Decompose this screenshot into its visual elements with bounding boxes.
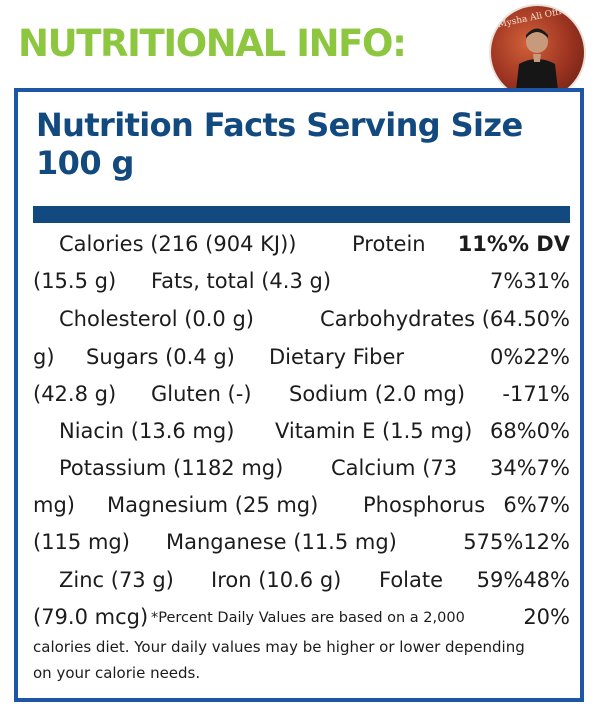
nutrition-row: g) Sugars (0.4 g) Dietary Fiber 0%22% (33, 340, 570, 374)
row-text: Potassium (1182 mg) (59, 456, 284, 480)
row-text: (42.8 g) (33, 382, 117, 406)
footnote-line: on your calorie needs. (33, 664, 201, 682)
row-text: (115 mg) (33, 530, 130, 554)
nutrition-row: (79.0 mcg) *Percent Daily Values are bas… (33, 600, 570, 634)
row-text: Sugars (0.4 g) (86, 345, 235, 369)
row-text: Calcium (73 (331, 456, 458, 480)
nutrition-row: Zinc (73 g) Iron (10.6 g) Folate 59%48% (33, 563, 570, 597)
row-percent: -171% (502, 382, 570, 406)
nutrition-row: Potassium (1182 mg) Calcium (73 34%7% (33, 451, 570, 485)
row-text: Zinc (73 g) (59, 568, 174, 592)
row-text: Sodium (2.0 mg) (289, 382, 466, 406)
row-text: Gluten (-) (151, 382, 252, 406)
row-text: (79.0 mcg) (33, 605, 149, 629)
row-text: (15.5 g) (33, 269, 117, 293)
nutrition-title: Nutrition Facts Serving Size 100 g (36, 106, 523, 182)
nutrition-row: Cholesterol (0.0 g) Carbohydrates (64.50… (33, 302, 570, 336)
footnote-start: *Percent Daily Values are based on a 2,0… (151, 610, 465, 626)
row-percent: 7%31% (490, 269, 570, 293)
row-text: Iron (10.6 g) (211, 568, 342, 592)
nutrition-row: mg) Magnesium (25 mg) Phosphorus 6%7% (33, 488, 570, 522)
nutrition-row: (115 mg) Manganese (11.5 mg) 575%12% (33, 525, 570, 559)
row-text: Phosphorus (363, 493, 486, 517)
nutrition-panel: Nutrition Facts Serving Size 100 g Calor… (14, 88, 584, 702)
row-text: Dietary Fiber (269, 345, 405, 369)
row-text: Carbohydrates (64.50% (320, 307, 570, 331)
nutrition-row: Niacin (13.6 mg) Vitamin E (1.5 mg) 68%0… (33, 414, 570, 448)
row-text: Manganese (11.5 mg) (166, 530, 397, 554)
footnote-line: calories diet. Your daily values may be … (33, 638, 525, 656)
row-text: Magnesium (25 mg) (107, 493, 319, 517)
row-percent: 0%22% (490, 345, 570, 369)
row-text: Calories (216 (904 KJ)) (59, 232, 297, 256)
row-text: Fats, total (4.3 g) (151, 269, 332, 293)
nutrition-row: (15.5 g) Fats, total (4.3 g) 7%31% (33, 264, 570, 298)
row-text: Niacin (13.6 mg) (59, 419, 235, 443)
row-text: g) (33, 345, 55, 369)
row-text: Cholesterol (0.0 g) (59, 307, 254, 331)
row-percent: 34%7% (490, 456, 570, 480)
nutrition-row: Calories (216 (904 KJ)) Protein 11%% DV (33, 227, 570, 261)
row-text: Protein (352, 232, 426, 256)
page-heading: NUTRITIONAL INFO: (18, 22, 407, 65)
row-text: Folate (379, 568, 444, 592)
row-percent: 68%0% (490, 419, 570, 443)
title-divider (33, 206, 570, 223)
row-percent: 59%48% (476, 568, 570, 592)
row-percent: 575%12% (463, 530, 570, 554)
avatar: Mysha Ali Official (489, 4, 586, 101)
row-text: mg) (33, 493, 75, 517)
row-percent: 6%7% (503, 493, 570, 517)
daily-value-header: 11%% DV (457, 232, 570, 256)
row-percent: 20% (523, 605, 570, 629)
nutrition-row: (42.8 g) Gluten (-) Sodium (2.0 mg) -171… (33, 377, 570, 411)
row-text: Vitamin E (1.5 mg) (275, 419, 473, 443)
